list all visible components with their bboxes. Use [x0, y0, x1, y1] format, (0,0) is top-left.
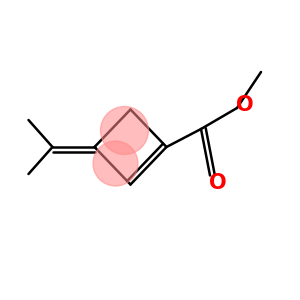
Circle shape	[93, 141, 138, 186]
Text: O: O	[236, 95, 253, 115]
Text: O: O	[209, 173, 226, 193]
Circle shape	[100, 106, 148, 154]
